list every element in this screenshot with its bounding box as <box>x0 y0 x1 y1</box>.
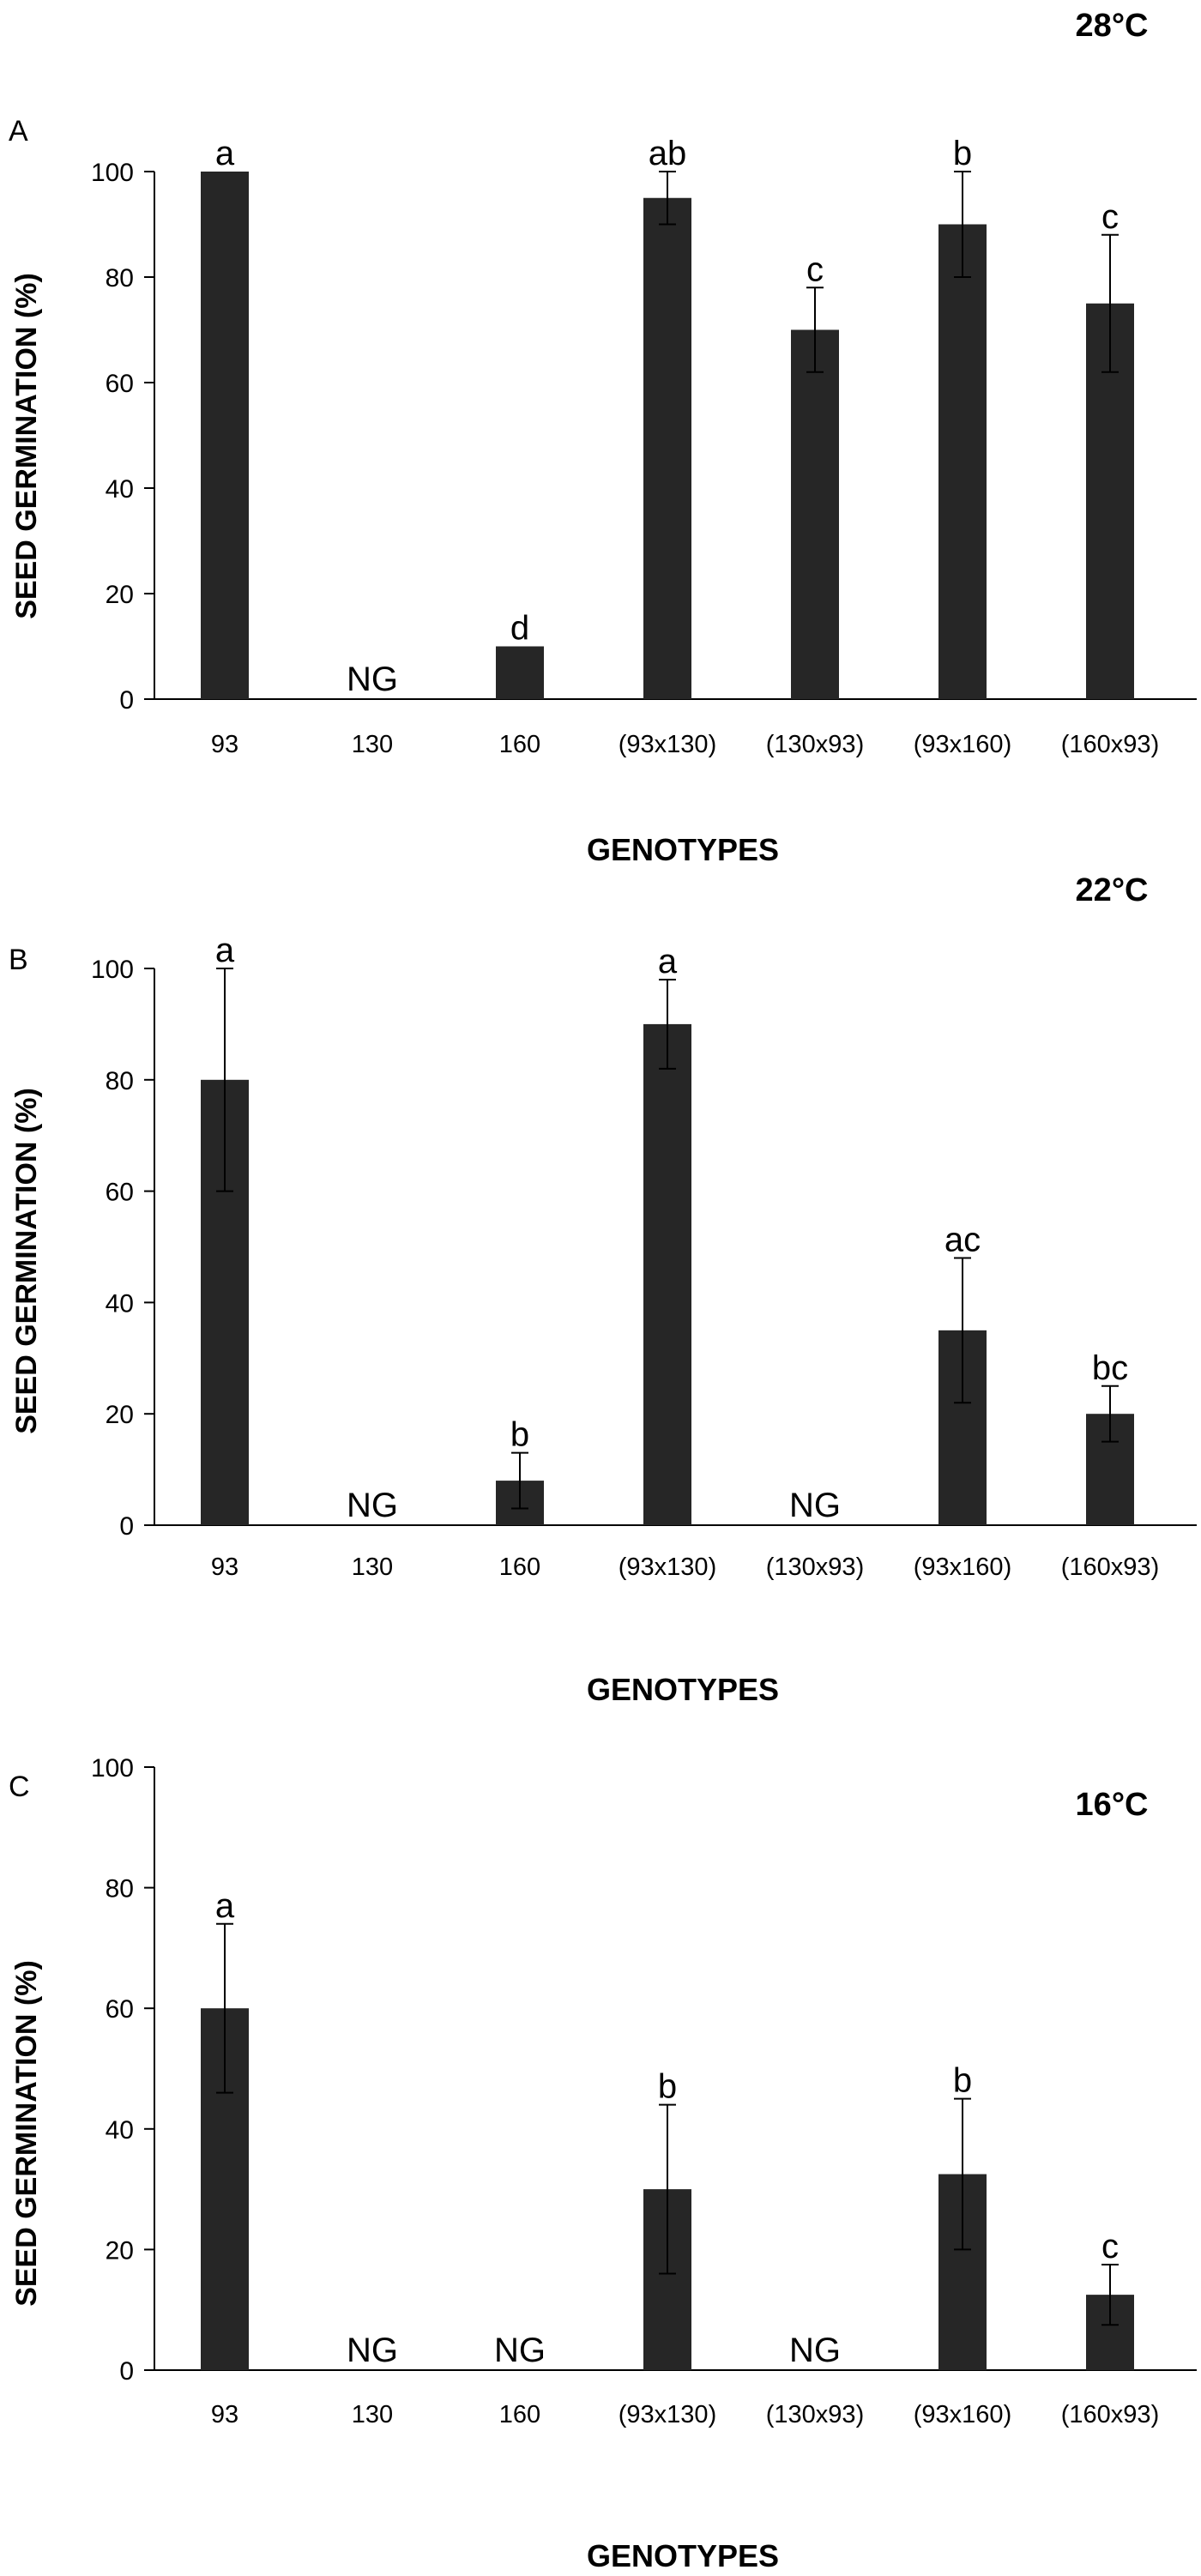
bar <box>938 224 987 699</box>
panel-label: C <box>9 1771 30 1803</box>
x-tick-label: (130x93) <box>766 731 864 758</box>
y-tick-label: 20 <box>106 1401 134 1429</box>
significance-letter: ac <box>945 1221 981 1258</box>
y-tick-label: 100 <box>91 159 134 187</box>
y-axis-title: SEED GERMINATION (%) <box>10 273 43 619</box>
x-tick-label: 130 <box>352 1553 393 1581</box>
x-tick-label: (130x93) <box>766 2401 864 2428</box>
y-tick-label: 80 <box>106 264 134 293</box>
x-tick-label: 93 <box>211 2401 238 2428</box>
panel-a: A 28°C SEED GERMINATION (%) GENOTYPES 0 2… <box>9 8 1197 867</box>
x-axis-title: GENOTYPES <box>587 832 779 867</box>
y-axis-title: SEED GERMINATION (%) <box>10 1088 43 1434</box>
ng-label: NG <box>347 2332 398 2369</box>
significance-letter: ab <box>649 135 687 172</box>
y-tick-label: 80 <box>106 1067 134 1095</box>
plot-area: 0 20 40 60 80 100 93 a 130 NG 160 NG (93x130) b (130x9… <box>91 1754 1197 2428</box>
x-axis-title: GENOTYPES <box>587 1672 779 1707</box>
y-tick-label: 40 <box>106 475 134 504</box>
significance-letter: a <box>215 932 235 969</box>
x-tick-label: (160x93) <box>1061 1553 1159 1581</box>
panel-label: B <box>9 944 28 976</box>
ng-label: NG <box>789 2332 841 2369</box>
y-tick-label: 80 <box>106 1875 134 1903</box>
y-tick-label: 0 <box>119 2357 134 2386</box>
plot-area: 0 20 40 60 80 100 93 a 130 NG 160 b (93x130) a (130x93… <box>91 932 1197 1581</box>
panel-b: B 22°C SEED GERMINATION (%) GENOTYPES 0 2… <box>9 872 1197 1707</box>
significance-letter: c <box>1101 198 1119 236</box>
significance-letter: a <box>215 1887 235 1925</box>
y-tick-label: 60 <box>106 1179 134 1207</box>
plot-area: 0 20 40 60 80 100 93 a 130 NG 160 d (93x130) ab (130x9… <box>91 135 1197 758</box>
ng-label: NG <box>494 2332 546 2369</box>
bar <box>496 646 544 699</box>
y-tick-label: 60 <box>106 1995 134 2024</box>
y-tick-label: 100 <box>91 1754 134 1783</box>
significance-letter: bc <box>1092 1349 1128 1387</box>
panel-c: C 16°C SEED GERMINATION (%) GENOTYPES 0 2… <box>9 1754 1197 2573</box>
significance-letter: b <box>510 1416 529 1454</box>
significance-letter: a <box>658 943 678 980</box>
significance-letter: d <box>510 610 529 648</box>
x-tick-label: (160x93) <box>1061 731 1159 758</box>
ng-label: NG <box>347 661 398 698</box>
x-axis-title: GENOTYPES <box>587 2538 779 2573</box>
y-tick-label: 0 <box>119 1512 134 1541</box>
y-tick-label: 20 <box>106 2236 134 2265</box>
x-tick-label: (93x130) <box>619 1553 716 1581</box>
y-tick-label: 0 <box>119 686 134 715</box>
y-tick-label: 60 <box>106 370 134 398</box>
x-tick-label: 130 <box>352 2401 393 2428</box>
y-axis-title: SEED GERMINATION (%) <box>10 1960 43 2307</box>
x-tick-label: 93 <box>211 1553 238 1581</box>
temperature-title: 28°C <box>1076 8 1149 44</box>
bar <box>791 329 839 699</box>
x-tick-label: (93x160) <box>914 1553 1011 1581</box>
bar <box>643 197 691 699</box>
y-tick-label: 20 <box>106 581 134 609</box>
x-tick-label: 160 <box>499 731 540 758</box>
significance-letter: b <box>953 2062 972 2100</box>
x-tick-label: (130x93) <box>766 1553 864 1581</box>
y-tick-label: 40 <box>106 1289 134 1318</box>
x-tick-label: (93x160) <box>914 731 1011 758</box>
x-tick-label: 93 <box>211 731 238 758</box>
x-tick-label: 160 <box>499 1553 540 1581</box>
significance-letter: a <box>215 135 235 172</box>
y-tick-label: 100 <box>91 956 134 984</box>
ng-label: NG <box>347 1487 398 1524</box>
significance-letter: b <box>658 2068 677 2106</box>
x-tick-label: (160x93) <box>1061 2401 1159 2428</box>
x-tick-label: (93x130) <box>619 731 716 758</box>
significance-letter: b <box>953 135 972 172</box>
bar <box>643 1023 691 1525</box>
y-tick-label: 40 <box>106 2116 134 2145</box>
x-tick-label: (93x160) <box>914 2401 1011 2428</box>
significance-letter: c <box>806 250 824 288</box>
x-tick-label: (93x130) <box>619 2401 716 2428</box>
x-tick-label: 160 <box>499 2401 540 2428</box>
temperature-title: 22°C <box>1076 872 1149 908</box>
bar <box>201 172 249 699</box>
panel-label: A <box>9 115 28 148</box>
ng-label: NG <box>789 1487 841 1524</box>
significance-letter: c <box>1101 2228 1119 2265</box>
temperature-title: 16°C <box>1076 1787 1149 1823</box>
x-tick-label: 130 <box>352 731 393 758</box>
